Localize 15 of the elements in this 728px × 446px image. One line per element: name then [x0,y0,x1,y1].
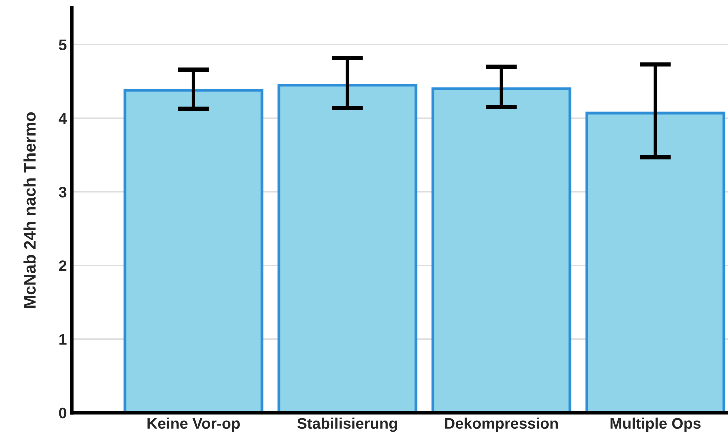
x-tick-label: Dekompression [445,418,558,432]
y-tick-label: 3 [59,186,67,198]
bar [432,88,572,413]
x-tick-label: Multiple Ops [610,418,701,432]
y-axis-title: McNab 24h nach Thermo [24,112,36,308]
y-tick-label: 5 [59,40,67,51]
y-tick-label: 4 [58,114,68,124]
y-tick-label: 2 [59,260,67,272]
y-tick-label: 1 [60,334,67,345]
bar [278,84,418,413]
x-tick-label: Stabilisierung [298,418,398,432]
y-tick-label: 0 [59,408,67,419]
bar [124,89,264,413]
x-tick-label: Keine Vor-op [148,418,240,432]
bar [586,112,726,413]
